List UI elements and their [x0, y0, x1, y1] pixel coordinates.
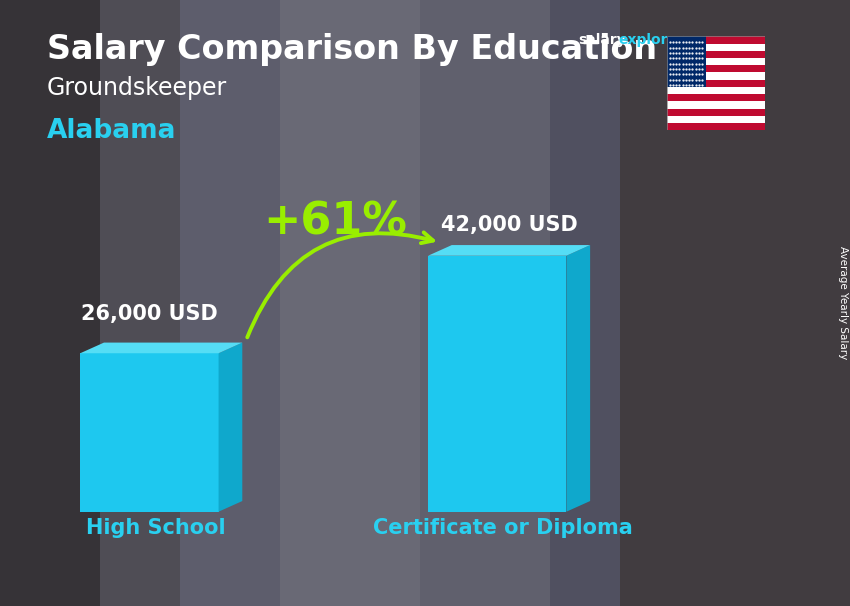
Polygon shape — [667, 36, 706, 87]
Polygon shape — [667, 94, 765, 101]
Text: Certificate or Diploma: Certificate or Diploma — [373, 518, 633, 538]
Polygon shape — [667, 108, 765, 116]
Polygon shape — [667, 51, 765, 58]
Text: Alabama: Alabama — [47, 118, 176, 144]
Text: explorer.com: explorer.com — [618, 33, 719, 47]
Polygon shape — [667, 101, 765, 108]
Polygon shape — [566, 245, 590, 511]
Polygon shape — [620, 0, 850, 606]
Text: +61%: +61% — [264, 201, 407, 244]
Polygon shape — [428, 256, 566, 511]
Polygon shape — [218, 342, 242, 511]
Text: Salary Comparison By Education: Salary Comparison By Education — [47, 33, 657, 66]
Polygon shape — [667, 73, 765, 80]
Polygon shape — [667, 36, 765, 44]
Text: 26,000 USD: 26,000 USD — [81, 304, 218, 324]
Text: Groundskeeper: Groundskeeper — [47, 76, 227, 100]
Polygon shape — [80, 353, 218, 511]
Text: 42,000 USD: 42,000 USD — [440, 216, 577, 236]
Polygon shape — [667, 58, 765, 65]
Polygon shape — [667, 116, 765, 123]
Polygon shape — [0, 0, 180, 606]
Polygon shape — [667, 80, 765, 87]
Polygon shape — [428, 245, 590, 256]
Polygon shape — [667, 87, 765, 94]
Polygon shape — [667, 65, 765, 73]
Text: High School: High School — [86, 518, 225, 538]
Polygon shape — [80, 342, 242, 353]
Text: salary: salary — [578, 33, 626, 47]
Polygon shape — [667, 44, 765, 51]
Polygon shape — [280, 0, 550, 606]
Text: Average Yearly Salary: Average Yearly Salary — [838, 247, 848, 359]
Polygon shape — [100, 0, 420, 606]
Polygon shape — [667, 123, 765, 130]
